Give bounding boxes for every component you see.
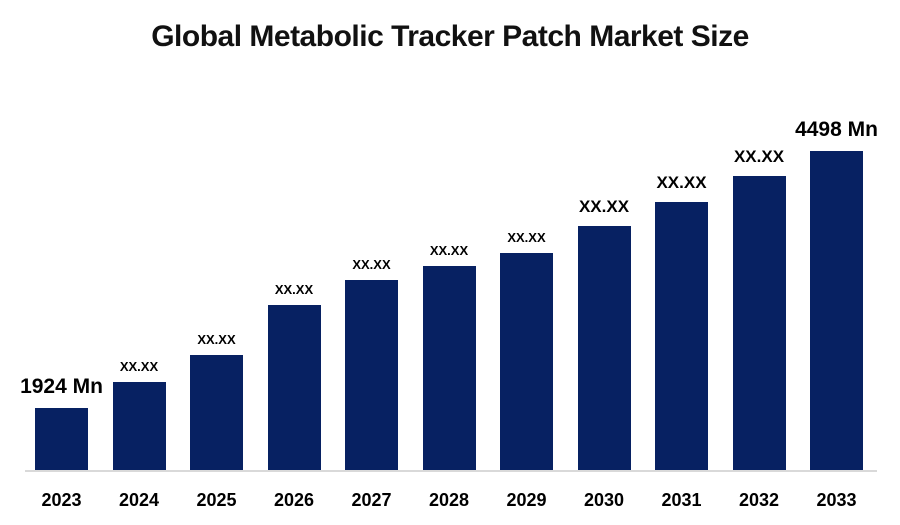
bar-group-2024: XX.XX bbox=[112, 359, 166, 470]
value-label-2023: 1924 Mn bbox=[20, 375, 103, 398]
bar-group-2031: XX.XX bbox=[655, 173, 708, 470]
x-tick-2029: 2029 bbox=[506, 490, 547, 510]
value-label-2028: XX.XX bbox=[429, 243, 469, 258]
bar-group-2023: 1924 Mn bbox=[20, 375, 103, 470]
bar-group-2026: XX.XX bbox=[267, 282, 321, 470]
bar-group-2032: XX.XX bbox=[732, 147, 786, 470]
bar-group-2028: XX.XX bbox=[422, 243, 476, 470]
value-label-2029: XX.XX bbox=[507, 230, 546, 245]
x-tick-2032: 2032 bbox=[738, 490, 780, 510]
bar-2027 bbox=[345, 280, 398, 470]
chart-title: Global Metabolic Tracker Patch Market Si… bbox=[151, 20, 749, 53]
bar-2023 bbox=[35, 408, 88, 470]
bar-group-2029: XX.XX bbox=[500, 230, 553, 470]
value-label-2030: XX.XX bbox=[578, 197, 630, 216]
x-tick-2033: 2033 bbox=[816, 490, 857, 510]
bar-2025 bbox=[190, 355, 243, 470]
bar-2024 bbox=[112, 382, 166, 470]
x-axis-line bbox=[25, 470, 877, 472]
bar-2032 bbox=[732, 176, 786, 470]
value-label-2024: XX.XX bbox=[119, 359, 159, 374]
bar-2031 bbox=[655, 202, 708, 470]
bar-group-2025: XX.XX bbox=[190, 332, 243, 470]
value-label-2025: XX.XX bbox=[197, 332, 236, 347]
x-tick-2030: 2030 bbox=[583, 490, 625, 510]
x-tick-2027: 2027 bbox=[351, 490, 392, 510]
bar-group-2030: XX.XX bbox=[577, 197, 631, 470]
bar-group-2033: 4498 Mn bbox=[795, 118, 878, 470]
x-tick-2023: 2023 bbox=[41, 490, 82, 510]
bar-2026 bbox=[267, 305, 321, 470]
x-tick-2028: 2028 bbox=[428, 490, 470, 510]
x-tick-2025: 2025 bbox=[196, 490, 237, 510]
value-label-2032: XX.XX bbox=[733, 147, 785, 166]
bar-2033 bbox=[810, 151, 863, 470]
bar-2030 bbox=[577, 226, 631, 470]
bar-group-2027: XX.XX bbox=[345, 257, 398, 470]
bar-2029 bbox=[500, 253, 553, 470]
value-label-2026: XX.XX bbox=[274, 282, 314, 297]
value-label-2027: XX.XX bbox=[352, 257, 391, 272]
value-label-2031: XX.XX bbox=[656, 173, 707, 192]
value-label-2033: 4498 Mn bbox=[795, 118, 878, 141]
x-tick-2026: 2026 bbox=[273, 490, 315, 510]
x-tick-2024: 2024 bbox=[118, 490, 160, 510]
bar-2028 bbox=[422, 266, 476, 470]
x-tick-2031: 2031 bbox=[661, 490, 702, 510]
